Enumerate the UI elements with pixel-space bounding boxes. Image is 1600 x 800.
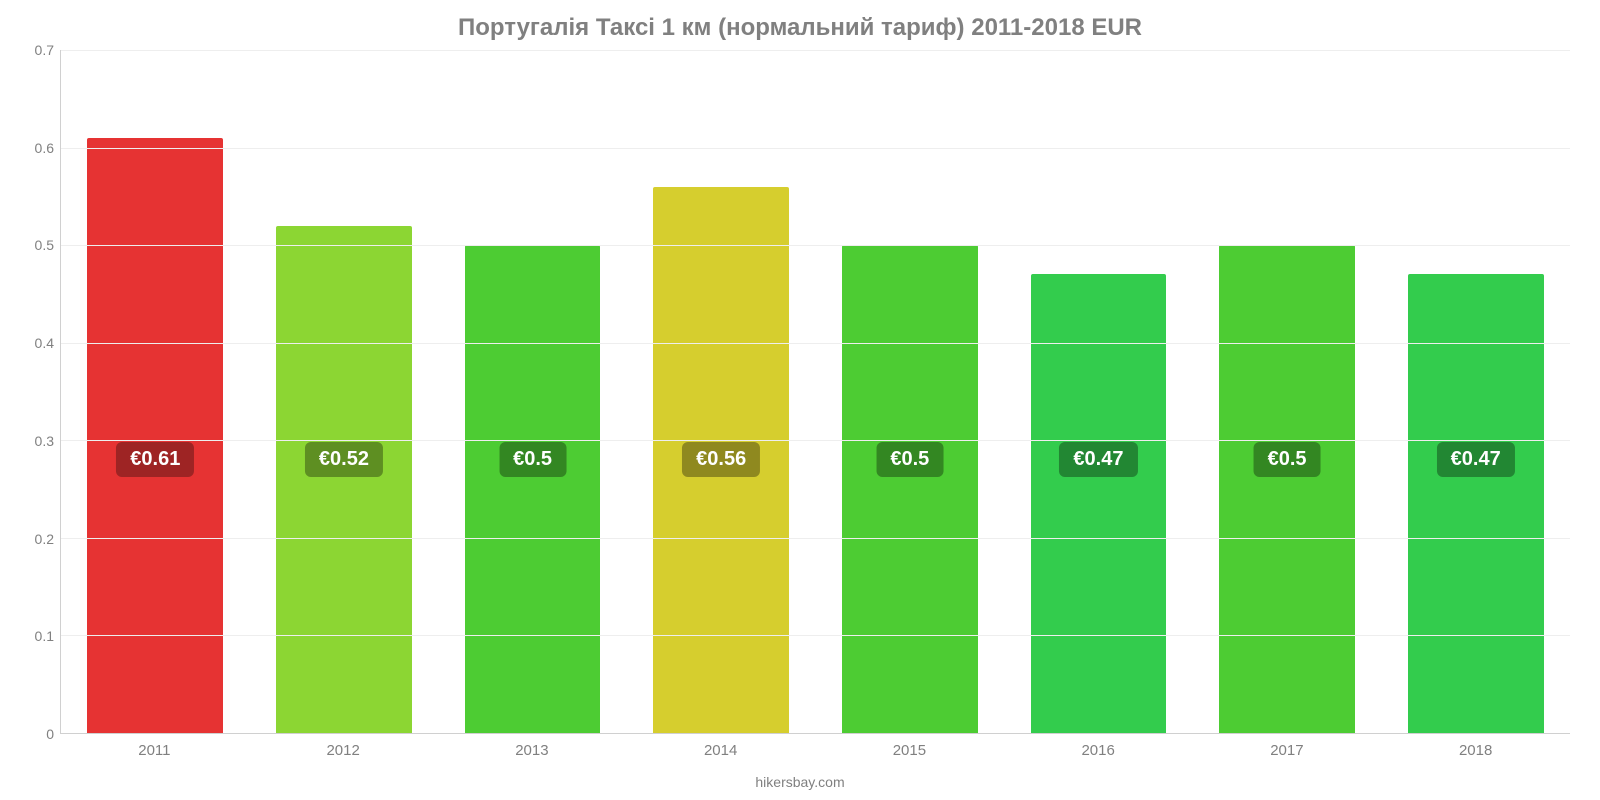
bar-value-label: €0.5 [499, 442, 566, 477]
bar-slot: €0.47 [1381, 50, 1570, 733]
bar-slot: €0.47 [1004, 50, 1193, 733]
bar-slot: €0.61 [61, 50, 250, 733]
y-tick-label: 0.2 [35, 531, 54, 547]
x-tick-label: 2018 [1381, 734, 1570, 774]
bars-container: €0.61 €0.52 €0.5 €0.56 €0.5 €0.47 €0.5 €0.47 [61, 50, 1570, 733]
x-tick-label: 2017 [1193, 734, 1382, 774]
y-tick-label: 0.6 [35, 140, 54, 156]
gridline [61, 538, 1570, 539]
x-tick-label: 2011 [60, 734, 249, 774]
bar-value-label: €0.47 [1059, 442, 1137, 477]
bar [1219, 245, 1355, 733]
gridline [61, 148, 1570, 149]
y-tick-label: 0.4 [35, 335, 54, 351]
y-axis: 00.10.20.30.40.50.60.7 [10, 50, 60, 734]
chart-footer: hikersbay.com [0, 774, 1600, 800]
gridline [61, 245, 1570, 246]
bar-value-label: €0.56 [682, 442, 760, 477]
gridline [61, 440, 1570, 441]
bar-slot: €0.5 [1193, 50, 1382, 733]
gridline [61, 343, 1570, 344]
plot-area: €0.61 €0.52 €0.5 €0.56 €0.5 €0.47 €0.5 €0.47 [60, 50, 1570, 734]
gridline [61, 635, 1570, 636]
bar [465, 245, 601, 733]
chart-title: Португалія Таксі 1 км (нормальний тариф)… [0, 0, 1600, 50]
bar-value-label: €0.61 [116, 442, 194, 477]
plot-outer: 00.10.20.30.40.50.60.7 €0.61€0.52€0.5€0.… [0, 50, 1600, 734]
x-axis: 20112012201320142015201620172018 [0, 734, 1600, 774]
bar-value-label: €0.52 [305, 442, 383, 477]
x-tick-label: 2012 [249, 734, 438, 774]
bar-value-label: €0.5 [1254, 442, 1321, 477]
bar [276, 226, 412, 733]
y-tick-label: 0 [46, 726, 54, 742]
bar [87, 138, 223, 733]
y-tick-label: 0.5 [35, 237, 54, 253]
bar-slot: €0.56 [627, 50, 816, 733]
y-tick-label: 0.3 [35, 433, 54, 449]
bar [842, 245, 978, 733]
bar-slot: €0.5 [816, 50, 1005, 733]
x-tick-label: 2015 [815, 734, 1004, 774]
gridline [61, 50, 1570, 51]
bar-chart: Португалія Таксі 1 км (нормальний тариф)… [0, 0, 1600, 800]
bar-slot: €0.52 [250, 50, 439, 733]
x-tick-label: 2014 [626, 734, 815, 774]
bar-value-label: €0.5 [876, 442, 943, 477]
bar-slot: €0.5 [438, 50, 627, 733]
y-tick-label: 0.1 [35, 628, 54, 644]
x-tick-label: 2013 [438, 734, 627, 774]
x-tick-label: 2016 [1004, 734, 1193, 774]
bar-value-label: €0.47 [1437, 442, 1515, 477]
y-tick-label: 0.7 [35, 42, 54, 58]
